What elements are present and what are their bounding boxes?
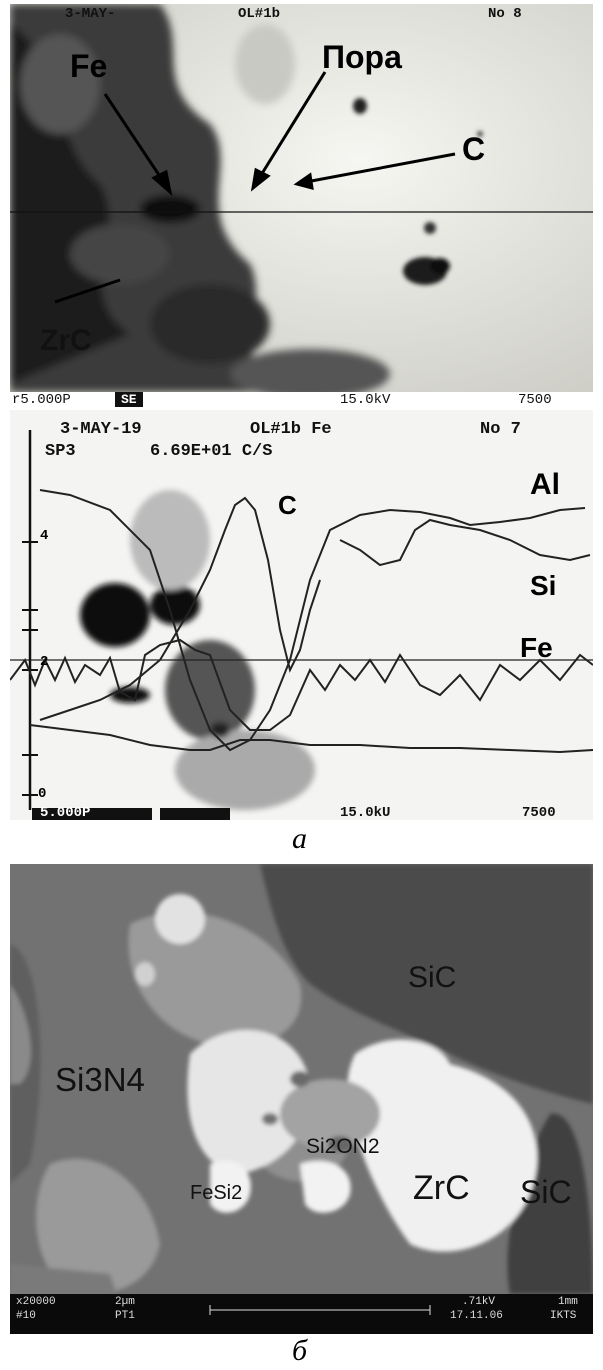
linescan-header-1-right: No 7	[480, 420, 521, 439]
label-fe-scan: Fe	[520, 632, 553, 663]
label-sic-right: SiC	[520, 1174, 572, 1210]
caption-b: б	[292, 1334, 308, 1367]
axis-tick-4: 4	[40, 528, 49, 544]
footer-mag-a-top: 7500	[518, 392, 552, 408]
linescan-header-1-left: 3-MAY-19	[60, 420, 142, 439]
label-zrc-top: ZrC	[40, 324, 92, 357]
linescan-footer-scale: 5.000P	[40, 805, 91, 820]
label-zrc: ZrC	[413, 1169, 470, 1207]
micrograph-a-top-footer: r5.000P SE 15.0kV 7500	[10, 392, 593, 410]
footer-b-mag: x20000	[16, 1296, 56, 1308]
linescan-header-2-left: SP3	[45, 442, 76, 461]
label-si2on2: Si2ON2	[306, 1135, 380, 1158]
footer-b-kv: .71kV	[462, 1296, 496, 1308]
footer-b-scale2: 1mm	[558, 1296, 578, 1308]
footer-mode-a-top: SE	[115, 392, 143, 407]
linescan-header-1-mid: OL#1b Fe	[250, 420, 332, 439]
footer-b-date: 17.11.06	[450, 1310, 503, 1322]
footer-b-num: #10	[16, 1310, 36, 1322]
micrograph-b: SiC Si3N4 Si2ON2 FeSi2 ZrC SiC x20000 #1…	[10, 864, 593, 1334]
label-c-top: C	[462, 131, 486, 167]
caption-a: а	[292, 822, 307, 855]
label-fesi2: FeSi2	[190, 1182, 243, 1204]
micrograph-a-top-header-mid: OL#1b	[238, 6, 281, 22]
linescan-a-bottom: 3-MAY-19 OL#1b Fe No 7 SP3 6.69E+01 C/S …	[10, 410, 593, 820]
micrograph-a-top: 3-MAY- OL#1b No 8 Fe Пора C ZrC	[10, 4, 593, 392]
micrograph-a-top-image	[10, 4, 593, 392]
footer-kv-a-top: 15.0kV	[340, 392, 391, 408]
axis-tick-2: 2	[40, 654, 49, 670]
footer-b-pt: PT1	[115, 1310, 135, 1322]
linescan-header-2-mid: 6.69E+01 C/S	[150, 442, 273, 461]
label-si3n4: Si3N4	[55, 1061, 145, 1098]
micrograph-b-image	[10, 864, 593, 1334]
label-sic-top: SiC	[408, 961, 457, 994]
footer-scale-a-top: r5.000P	[12, 392, 71, 408]
micrograph-a-top-header-right: No 8	[488, 6, 522, 22]
label-si: Si	[530, 570, 557, 601]
micrograph-a-top-header-left: 3-MAY-	[65, 6, 116, 22]
label-c-scan: C	[278, 490, 297, 520]
label-fe: Fe	[70, 48, 108, 84]
linescan-footer-kv: 15.0kU	[340, 805, 391, 820]
linescan-footer-mag: 7500	[522, 805, 556, 820]
footer-b-scale: 2µm	[115, 1296, 135, 1308]
footer-b-org: IKTS	[550, 1310, 577, 1322]
linescan-image	[10, 410, 593, 820]
label-al: Al	[530, 468, 560, 501]
label-pora: Пора	[322, 39, 402, 75]
axis-tick-0: 0	[38, 786, 47, 802]
